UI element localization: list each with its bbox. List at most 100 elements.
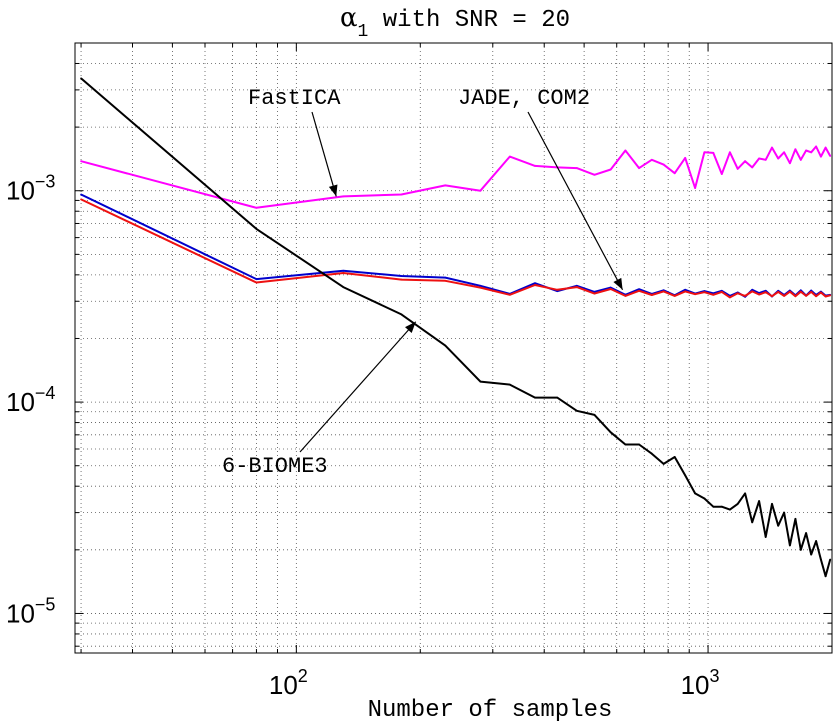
annotation-arrow-line <box>527 111 624 291</box>
data-point-com2 <box>758 293 760 296</box>
data-point-fastica <box>777 157 780 160</box>
tick-labels: 102 103 10−3 10−4 10−5 <box>6 172 720 700</box>
chart-title: α1 with SNR = 20 <box>340 3 570 42</box>
series-line-fastica <box>80 145 832 209</box>
data-point-jade <box>342 269 345 272</box>
data-point-com2 <box>783 295 786 297</box>
data-point-fastica <box>624 149 627 152</box>
data-point-6-biome3 <box>703 497 706 500</box>
data-point-jade <box>479 284 482 287</box>
data-point-com2 <box>534 284 536 286</box>
plot-frame <box>74 42 833 654</box>
data-point-com2 <box>703 291 706 294</box>
data-point-com2 <box>764 291 767 294</box>
data-point-6-biome3 <box>694 492 696 495</box>
data-point-jade <box>751 288 754 291</box>
data-point-fastica <box>799 158 802 161</box>
data-point-6-biome3 <box>736 502 739 505</box>
data-point-fastica <box>729 151 731 154</box>
data-point-com2 <box>673 295 676 297</box>
data-point-6-biome3 <box>820 558 822 561</box>
data-point-fastica <box>694 187 696 189</box>
data-point-fastica <box>810 151 813 154</box>
data-point-fastica <box>771 146 773 149</box>
y-tick-label: 10−3 <box>6 172 55 206</box>
data-point-fastica <box>593 173 596 176</box>
annotations: FastICA JADE, COM2 6-BIOME3 <box>222 86 624 479</box>
data-point-6-biome3 <box>799 548 802 551</box>
data-point-jade <box>638 288 641 291</box>
data-point-com2 <box>810 291 813 293</box>
x-tick-label: 103 <box>681 666 720 700</box>
annotation-label-jade-com2: JADE, COM2 <box>458 86 590 111</box>
data-point-com2 <box>575 286 578 289</box>
data-point-fastica <box>255 206 258 209</box>
data-point-fastica <box>609 168 612 171</box>
data-point-jade <box>400 275 403 277</box>
grid <box>75 42 833 653</box>
data-point-jade <box>255 278 258 280</box>
title-text: with SNR = 20 <box>368 7 570 34</box>
data-point-com2 <box>400 278 403 281</box>
data-point-6-biome3 <box>810 553 813 556</box>
data-point-fastica <box>650 158 653 161</box>
data-point-fastica <box>662 163 665 166</box>
data-point-6-biome3 <box>824 575 827 578</box>
data-point-jade <box>684 288 687 291</box>
data-point-6-biome3 <box>720 505 723 508</box>
arrowhead-icon <box>613 277 623 290</box>
data-point-fastica <box>744 160 746 163</box>
data-point-6-biome3 <box>575 409 578 412</box>
data-point-6-biome3 <box>777 524 780 527</box>
annotation-fastica: FastICA <box>248 86 341 197</box>
data-point-6-biome3 <box>400 313 403 316</box>
data-point-fastica <box>736 167 739 170</box>
data-point-com2 <box>805 295 807 297</box>
data-point-fastica <box>815 145 818 148</box>
data-point-6-biome3 <box>729 508 731 511</box>
data-point-6-biome3 <box>673 456 676 458</box>
data-point-com2 <box>771 295 773 298</box>
data-point-fastica <box>400 193 403 196</box>
data-point-fastica <box>712 152 715 154</box>
data-point-6-biome3 <box>342 286 345 289</box>
data-point-fastica <box>824 146 827 149</box>
data-point-com2 <box>815 295 818 298</box>
data-point-com2 <box>820 291 822 294</box>
data-point-6-biome3 <box>624 443 627 446</box>
data-point-com2 <box>650 294 653 296</box>
data-point-com2 <box>694 293 696 296</box>
data-point-fastica <box>758 157 760 160</box>
data-point-com2 <box>729 296 731 299</box>
data-point-6-biome3 <box>815 540 818 542</box>
data-point-com2 <box>736 292 739 295</box>
annotation-label-biome: 6-BIOME3 <box>222 454 328 479</box>
data-point-com2 <box>444 279 447 282</box>
data-point-fastica <box>534 165 536 167</box>
data-point-jade <box>609 286 612 289</box>
data-point-fastica <box>783 151 786 154</box>
data-point-fastica <box>684 157 687 159</box>
data-point-fastica <box>829 155 832 157</box>
data-point-com2 <box>593 292 596 295</box>
data-point-com2 <box>799 290 802 293</box>
data-point-com2 <box>662 290 665 293</box>
data-point-jade <box>534 282 536 285</box>
data-point-com2 <box>824 295 827 298</box>
data-point-fastica <box>788 162 791 165</box>
data-point-jade <box>799 289 802 292</box>
annotation-arrow-line <box>299 321 417 453</box>
data-point-fastica <box>342 195 345 198</box>
data-point-com2 <box>638 289 641 292</box>
data-point-6-biome3 <box>444 344 447 347</box>
data-point-jade <box>80 193 82 196</box>
title-subscript: 1 <box>358 22 369 42</box>
series-group <box>80 77 832 578</box>
data-point-6-biome3 <box>662 463 665 465</box>
data-point-6-biome3 <box>788 544 791 547</box>
data-point-com2 <box>788 290 791 293</box>
data-point-com2 <box>508 293 511 296</box>
tick-marks <box>75 42 833 653</box>
data-point-6-biome3 <box>712 505 715 508</box>
